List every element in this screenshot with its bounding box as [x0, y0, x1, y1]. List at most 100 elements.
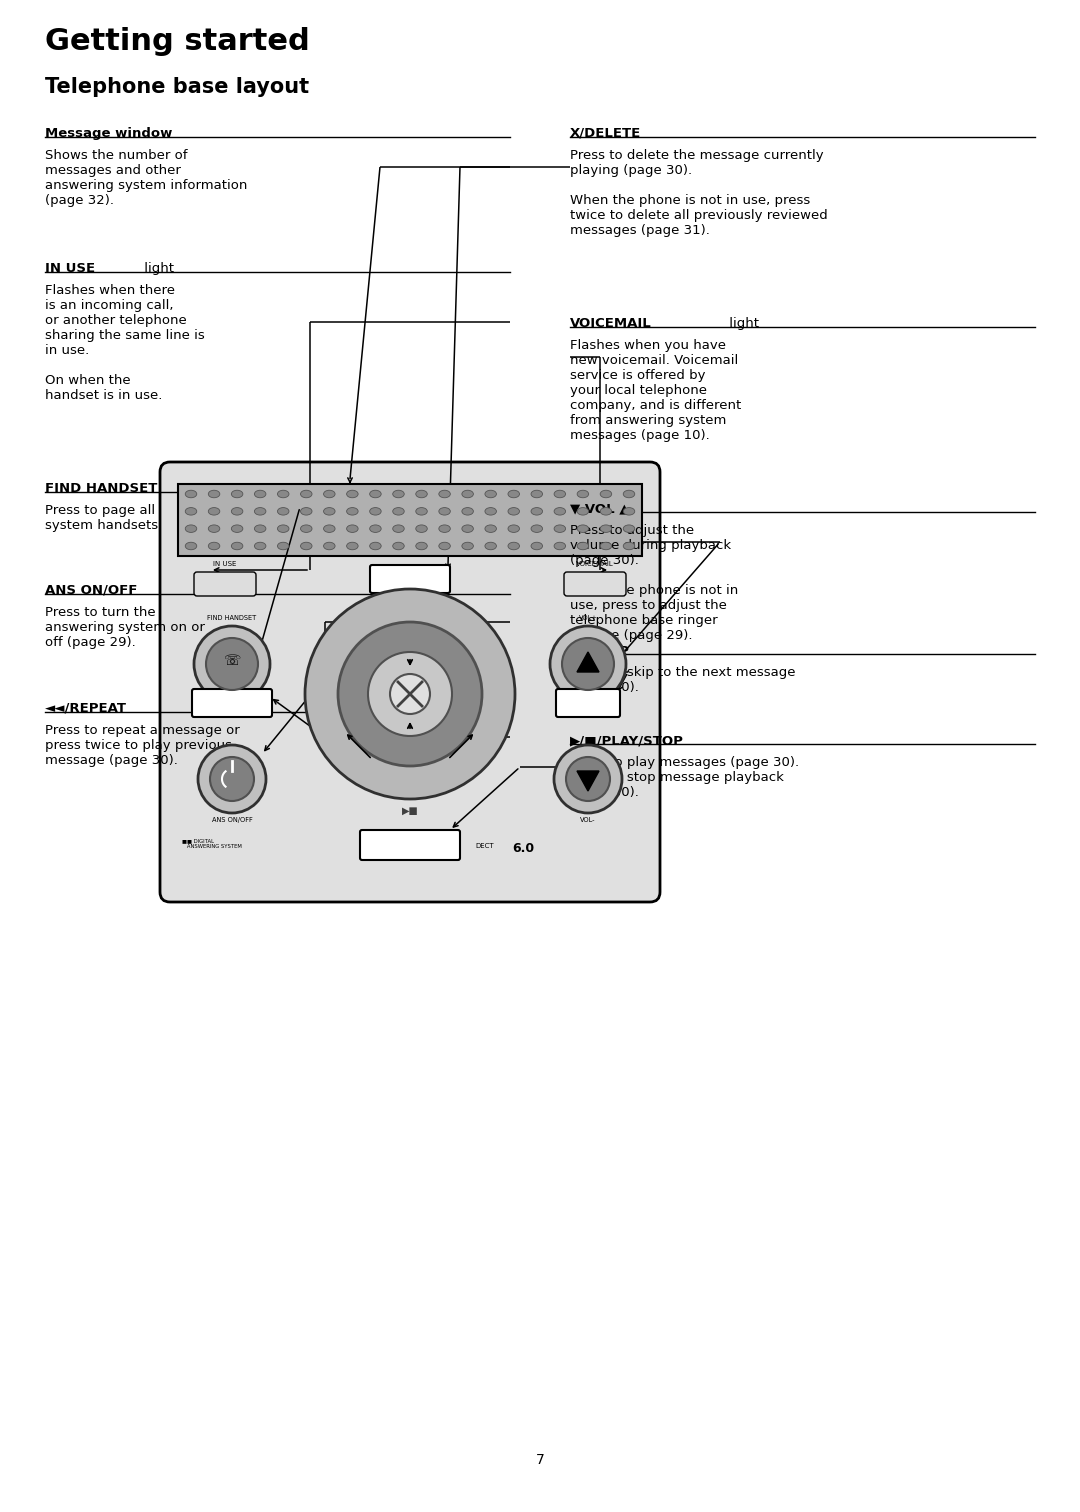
Text: «: « — [338, 686, 347, 702]
Ellipse shape — [577, 543, 589, 550]
Text: Flashes when you have
new voicemail. Voicemail
service is offered by
your local : Flashes when you have new voicemail. Voi… — [570, 339, 741, 442]
Ellipse shape — [416, 508, 428, 516]
Ellipse shape — [393, 508, 404, 516]
Text: Press to turn the
answering system on or
off (page 29).: Press to turn the answering system on or… — [45, 606, 205, 649]
Circle shape — [194, 626, 270, 702]
Circle shape — [206, 638, 258, 689]
Text: ▶/■/PLAY/STOP: ▶/■/PLAY/STOP — [570, 733, 684, 747]
Circle shape — [550, 626, 626, 702]
Ellipse shape — [623, 490, 635, 497]
Circle shape — [566, 758, 610, 801]
Ellipse shape — [438, 543, 450, 550]
FancyBboxPatch shape — [556, 689, 620, 717]
Ellipse shape — [324, 508, 335, 516]
Ellipse shape — [577, 490, 589, 497]
Ellipse shape — [231, 543, 243, 550]
Ellipse shape — [393, 525, 404, 532]
Ellipse shape — [462, 490, 473, 497]
Ellipse shape — [531, 543, 542, 550]
Ellipse shape — [393, 490, 404, 497]
Ellipse shape — [208, 490, 220, 497]
Text: ☏: ☏ — [224, 655, 241, 668]
Ellipse shape — [485, 508, 497, 516]
Text: FIND HANDSET: FIND HANDSET — [207, 615, 257, 621]
Text: DELETE: DELETE — [394, 573, 427, 582]
Text: FIND HANDSET: FIND HANDSET — [45, 482, 158, 494]
Text: 7: 7 — [536, 1453, 544, 1467]
Text: light: light — [725, 318, 759, 330]
Ellipse shape — [208, 508, 220, 516]
Circle shape — [554, 745, 622, 813]
Text: Telephone base layout: Telephone base layout — [45, 77, 309, 97]
Ellipse shape — [508, 508, 519, 516]
Text: IN USE: IN USE — [45, 262, 95, 275]
Ellipse shape — [438, 490, 450, 497]
Ellipse shape — [231, 508, 243, 516]
Text: Flashes when there
is an incoming call,
or another telephone
sharing the same li: Flashes when there is an incoming call, … — [45, 284, 205, 402]
Ellipse shape — [369, 543, 381, 550]
Bar — [178, 484, 642, 556]
Ellipse shape — [186, 525, 197, 532]
Ellipse shape — [531, 508, 542, 516]
Ellipse shape — [255, 508, 266, 516]
Ellipse shape — [278, 490, 289, 497]
FancyBboxPatch shape — [370, 565, 450, 593]
Ellipse shape — [416, 525, 428, 532]
Text: VOICEMAIL: VOICEMAIL — [576, 561, 613, 567]
FancyBboxPatch shape — [564, 572, 626, 596]
Ellipse shape — [369, 508, 381, 516]
Text: ANS ON/OFF: ANS ON/OFF — [212, 816, 253, 823]
Ellipse shape — [186, 508, 197, 516]
Text: ◄◄/REPEAT: ◄◄/REPEAT — [45, 702, 127, 715]
Polygon shape — [577, 652, 599, 671]
Ellipse shape — [278, 525, 289, 532]
Circle shape — [198, 745, 266, 813]
Ellipse shape — [278, 543, 289, 550]
Ellipse shape — [231, 525, 243, 532]
Ellipse shape — [347, 508, 359, 516]
Circle shape — [210, 758, 254, 801]
Circle shape — [368, 652, 453, 736]
Text: ▶▶/SKIP: ▶▶/SKIP — [570, 644, 630, 658]
Ellipse shape — [554, 525, 566, 532]
Polygon shape — [577, 771, 599, 791]
Ellipse shape — [577, 508, 589, 516]
Text: Press to delete the message currently
playing (page 30).

When the phone is not : Press to delete the message currently pl… — [570, 150, 827, 237]
Text: VOICEMAIL: VOICEMAIL — [570, 318, 651, 330]
Ellipse shape — [347, 543, 359, 550]
FancyBboxPatch shape — [192, 689, 272, 717]
Ellipse shape — [300, 543, 312, 550]
FancyBboxPatch shape — [160, 463, 660, 903]
Text: REPEAT: REPEAT — [217, 699, 247, 705]
Text: ▶■: ▶■ — [402, 806, 418, 816]
Ellipse shape — [600, 490, 611, 497]
Ellipse shape — [485, 543, 497, 550]
Ellipse shape — [462, 525, 473, 532]
Ellipse shape — [485, 525, 497, 532]
Ellipse shape — [554, 490, 566, 497]
Circle shape — [390, 674, 430, 714]
Ellipse shape — [416, 490, 428, 497]
Ellipse shape — [278, 508, 289, 516]
Text: ANS ON/OFF: ANS ON/OFF — [45, 584, 137, 597]
Text: SKIP: SKIP — [579, 699, 597, 705]
Text: light: light — [140, 262, 174, 275]
Ellipse shape — [186, 490, 197, 497]
Ellipse shape — [438, 525, 450, 532]
Ellipse shape — [300, 490, 312, 497]
Ellipse shape — [485, 490, 497, 497]
Ellipse shape — [324, 525, 335, 532]
Ellipse shape — [508, 543, 519, 550]
Ellipse shape — [255, 525, 266, 532]
Ellipse shape — [300, 508, 312, 516]
Ellipse shape — [255, 543, 266, 550]
Circle shape — [562, 638, 615, 689]
Circle shape — [338, 621, 482, 767]
Text: VOL+: VOL+ — [579, 615, 597, 621]
Text: Getting started: Getting started — [45, 27, 310, 56]
Ellipse shape — [324, 543, 335, 550]
Ellipse shape — [186, 543, 197, 550]
Ellipse shape — [208, 525, 220, 532]
Text: ■■ DIGITAL
   ANSWERING SYSTEM: ■■ DIGITAL ANSWERING SYSTEM — [183, 839, 242, 850]
Text: »: » — [474, 686, 483, 702]
